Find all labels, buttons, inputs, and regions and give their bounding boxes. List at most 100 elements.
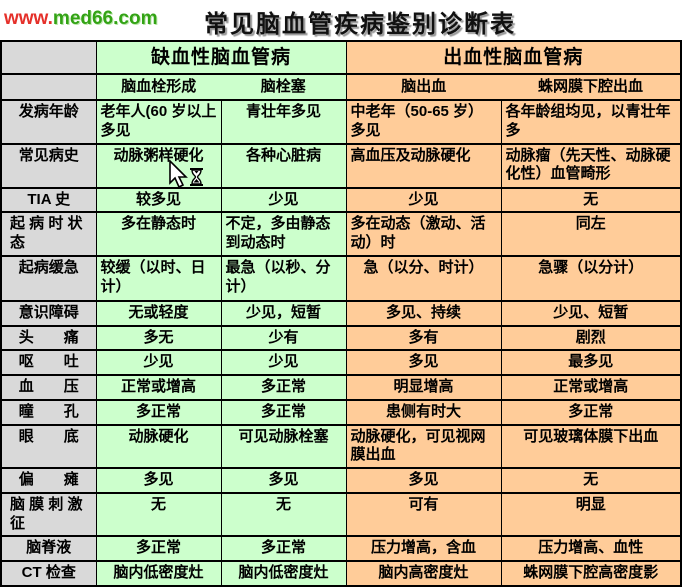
row-label: 常见病史 — [0, 142, 97, 188]
table-cell: 患侧有时大 — [345, 398, 502, 425]
table-row: 眼 底 动脉硬化 可见动脉栓塞 动脉硬化，可见视网膜出血 可见玻璃体膜下出血 — [0, 423, 682, 469]
logo-med66: med66 — [52, 8, 114, 29]
table-row: 呕 吐 少见 少见 多见 最多见 — [0, 349, 682, 376]
group-header-row: 缺血性脑血管病 出血性脑血管病 — [0, 40, 682, 75]
col-header-cerebral-hemorrhage: 脑出血 — [345, 73, 502, 101]
table-cell: 动脉瘤（先天性、动脉硬化性）血管畸形 — [500, 142, 682, 188]
table-cell: 多正常 — [95, 535, 222, 562]
row-label: 意识障碍 — [0, 299, 97, 326]
table-cell: 少见 — [95, 349, 222, 376]
table-cell: 压力增高、血性 — [500, 535, 682, 562]
table-cell: 无 — [500, 467, 682, 494]
table-cell: 老年人(60 岁以上多见 — [95, 99, 222, 144]
table-cell: 多有 — [345, 324, 502, 351]
table-cell: 可见动脉栓塞 — [220, 423, 347, 469]
table-cell: 可见玻璃体膜下出血 — [500, 423, 682, 469]
row-label: TIA 史 — [0, 186, 97, 213]
table-row: CT 检查 脑内低密度灶 脑内低密度灶 脑内高密度灶 蛛网膜下腔高密度影 — [0, 560, 682, 587]
page-title: 常见脑血管疾病鉴别诊断表 — [204, 11, 516, 38]
table-cell: 最急（以秒、分计） — [220, 254, 347, 302]
table-row: 起 病 时 状 态 多在静态时 不定，多由静态到动态时 多在动态（激动、活动）时… — [0, 211, 682, 257]
row-label: 起 病 时 状 态 — [0, 211, 97, 257]
table-cell: 多无 — [95, 324, 222, 351]
row-label: 脑脊液 — [0, 535, 97, 562]
table-cell: 急（以分、时计） — [345, 254, 502, 302]
row-label: 血 压 — [0, 374, 97, 401]
table-cell: 多正常 — [220, 374, 347, 401]
table-cell: 多见、持续 — [345, 299, 502, 326]
table-cell: 少见 — [220, 186, 347, 213]
row-label: 瞳 孔 — [0, 398, 97, 425]
table-cell: 多见 — [345, 467, 502, 494]
table-cell: 各种心脏病 — [220, 142, 347, 188]
table-row: 起病缓急 较缓（以时、日计） 最急（以秒、分计） 急（以分、时计） 急骤（以分计… — [0, 254, 682, 302]
col-header-cerebral-thrombosis: 脑血栓形成 — [95, 73, 222, 101]
table-cell: 多在动态（激动、活动）时 — [345, 211, 502, 257]
table-cell: 蛛网膜下腔高密度影 — [500, 560, 682, 587]
table-cell: 正常或增高 — [95, 374, 222, 401]
med66-logo: www.med66.com — [4, 8, 157, 30]
row-label: 呕 吐 — [0, 349, 97, 376]
table-row: 意识障碍 无或轻度 少见，短暂 多见、持续 少见、短暂 — [0, 299, 682, 326]
table-cell: 多见 — [95, 467, 222, 494]
group-header-ischemic: 缺血性脑血管病 — [95, 40, 347, 75]
group-header-hemorrhagic: 出血性脑血管病 — [345, 40, 682, 75]
row-label: 头 痛 — [0, 324, 97, 351]
table-cell: 多正常 — [220, 535, 347, 562]
table-cell: 少见 — [345, 186, 502, 213]
table-cell: 多见 — [220, 467, 347, 494]
table-cell: 脑内高密度灶 — [345, 560, 502, 587]
row-label: CT 检查 — [0, 560, 97, 587]
corner-cell — [0, 73, 97, 101]
table-cell: 正常或增高 — [500, 374, 682, 401]
table-cell: 脑内低密度灶 — [95, 560, 222, 587]
table-cell: 不定，多由静态到动态时 — [220, 211, 347, 257]
logo-com: .com — [113, 8, 158, 29]
logo-www: www. — [4, 8, 53, 29]
diagnosis-table: 缺血性脑血管病 出血性脑血管病 脑血栓形成 脑栓塞 脑出血 蛛网膜下腔出血 发病… — [0, 40, 683, 587]
table-cell: 多见 — [345, 349, 502, 376]
table-cell: 明显 — [500, 491, 682, 537]
table-cell: 剧烈 — [500, 324, 682, 351]
table-cell: 急骤（以分计） — [500, 254, 682, 302]
row-label: 眼 底 — [0, 423, 97, 469]
table-cell: 压力增高，含血 — [345, 535, 502, 562]
table-cell: 多正常 — [95, 398, 222, 425]
col-header-cerebral-embolism: 脑栓塞 — [221, 73, 347, 101]
table-cell: 高血压及动脉硬化 — [345, 142, 502, 188]
table-cell: 同左 — [500, 211, 682, 257]
table-row: 偏 瘫 多见 多见 多见 无 — [0, 467, 682, 494]
table-cell: 无 — [95, 491, 222, 537]
table-row: 脑 膜 刺 激 征 无 无 可有 明显 — [0, 491, 682, 537]
table-row: 血 压 正常或增高 多正常 明显增高 正常或增高 — [0, 374, 682, 401]
row-label: 起病缓急 — [0, 254, 97, 302]
table-row: 脑脊液 多正常 多正常 压力增高，含血 压力增高、血性 — [0, 535, 682, 562]
table-row: 瞳 孔 多正常 多正常 患侧有时大 多正常 — [0, 398, 682, 425]
table-cell: 少有 — [220, 324, 347, 351]
table-cell: 明显增高 — [345, 374, 502, 401]
table-cell: 动脉硬化，可见视网膜出血 — [345, 423, 502, 469]
table-cell: 最多见 — [500, 349, 682, 376]
table-cell: 无 — [500, 186, 682, 213]
table-cell: 动脉粥样硬化 — [95, 142, 222, 188]
col-header-subarachnoid-hemorrhage: 蛛网膜下腔出血 — [501, 73, 682, 101]
table-cell: 多正常 — [500, 398, 682, 425]
table-cell: 动脉硬化 — [95, 423, 222, 469]
table-cell: 无或轻度 — [95, 299, 222, 326]
table-cell: 多正常 — [220, 398, 347, 425]
table-cell: 可有 — [345, 491, 502, 537]
table-row: 发病年龄 老年人(60 岁以上多见 青壮年多见 中老年（50-65 岁）多见 各… — [0, 99, 682, 144]
table-cell: 多在静态时 — [95, 211, 222, 257]
corner-cell — [0, 40, 97, 75]
table-row: 常见病史 动脉粥样硬化 各种心脏病 高血压及动脉硬化 动脉瘤（先天性、动脉硬化性… — [0, 142, 682, 188]
table-cell: 较多见 — [95, 186, 222, 213]
table-cell: 少见、短暂 — [500, 299, 682, 326]
table-cell: 中老年（50-65 岁）多见 — [345, 99, 502, 144]
row-label: 脑 膜 刺 激 征 — [0, 491, 97, 537]
table-cell: 较缓（以时、日计） — [95, 254, 222, 302]
table-cell: 少见，短暂 — [220, 299, 347, 326]
table-row: TIA 史 较多见 少见 少见 无 — [0, 186, 682, 213]
row-label: 偏 瘫 — [0, 467, 97, 494]
table-cell: 脑内低密度灶 — [220, 560, 347, 587]
table-cell: 青壮年多见 — [220, 99, 347, 144]
